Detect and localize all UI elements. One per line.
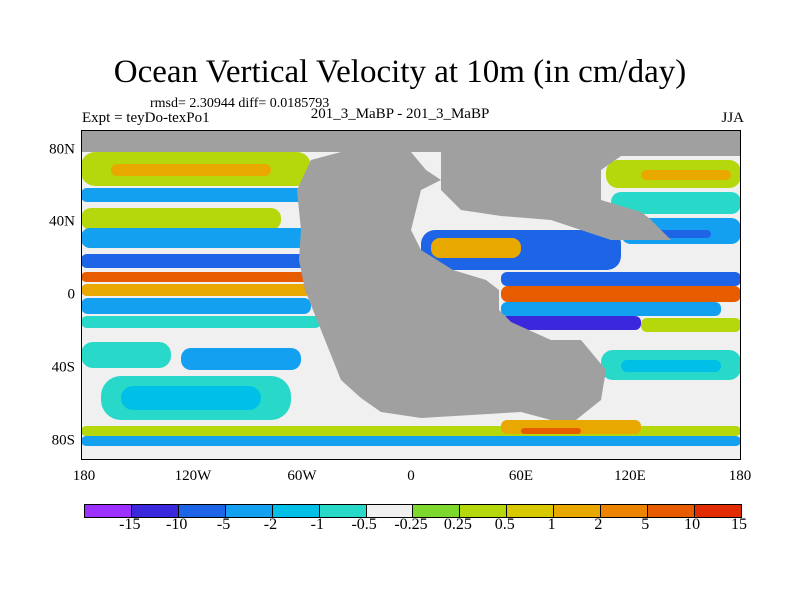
colorbar-label: -2 [263,516,278,533]
colorbar-label: -15 [119,516,141,533]
colorbar-cell [319,505,367,517]
colorbar-label: 10 [684,516,701,533]
colorbar-cell [507,505,555,517]
field-patch [81,208,281,230]
colorbar-cell [413,505,461,517]
field-patch [641,318,741,332]
colorbar-cell [178,505,226,517]
colorbar-label: 5 [641,516,650,533]
plot-title: Ocean Vertical Velocity at 10m (in cm/da… [113,54,687,90]
colorbar-label: -0.5 [351,516,377,533]
y-tick-label: 0 [67,286,76,303]
colorbar-label: 0.25 [443,516,472,533]
field-patch [431,238,521,258]
field-patch [81,316,321,328]
field-patch [121,386,261,410]
stats-text: rmsd= 2.30944 diff= 0.0185793 [150,96,330,111]
x-tick-label: 180 [72,468,96,484]
y-tick-label: 80N [49,141,75,158]
land-patch [81,130,741,152]
colorbar-label: -1 [310,516,324,533]
colorbar-cell [460,505,508,517]
colorbar-label: -5 [216,516,231,533]
x-tick-label: 180 [728,468,752,484]
colorbar-cell [694,505,741,517]
land-patch [441,152,741,240]
colorbar-cell [648,505,695,517]
colorbar-label: 0.5 [494,516,515,533]
land-mass [81,130,741,420]
field-patch [81,298,311,314]
y-tick-label: 40S [51,359,75,376]
velocity-map [81,130,741,460]
colorbar-cell [85,505,132,517]
colorbar-cell [554,505,602,517]
land-patch [297,152,606,420]
y-tick-label: 80S [51,432,75,449]
colorbar-label: -0.25 [394,516,428,533]
field-patch [81,342,171,368]
x-tick-label: 60E [508,468,534,484]
colorbar-cell [272,505,320,517]
field-patch [501,302,721,316]
colorbar-label: 2 [594,516,603,533]
comparison-label: 201_3_MaBP - 201_3_MaBP [310,106,490,122]
field-patch [501,316,641,330]
field-patch [501,272,741,286]
map-field [81,130,741,460]
y-tick-label: 40N [49,213,75,230]
ocean-field [81,152,741,446]
season-label: JJA [721,110,744,126]
colorbar-cell [225,505,273,517]
colorbar-cell [131,505,179,517]
field-patch [81,284,311,296]
field-patch [81,228,311,248]
field-patch [81,188,311,202]
field-patch [81,426,741,436]
field-patch [521,428,581,434]
x-tick-label: 120E [614,468,646,484]
experiment-label: Expt = teyDo-texPo1 [82,110,210,126]
colorbar [84,504,742,518]
x-tick-label: 60W [287,468,317,484]
field-patch [501,286,741,302]
field-patch [111,164,271,176]
x-tick-label: 120W [174,468,212,484]
field-patch [641,170,731,180]
colorbar-cell [601,505,649,517]
field-patch [81,272,311,282]
field-patch [181,348,301,370]
colorbar-label: 15 [731,516,747,533]
colorbar-label: 1 [547,516,556,533]
x-tick-label: 0 [407,468,415,484]
field-patch [611,192,741,214]
field-patch [81,436,741,446]
colorbar-label: -10 [166,516,188,533]
colorbar-cell [366,505,414,517]
field-patch [81,254,311,268]
field-patch [621,360,721,372]
